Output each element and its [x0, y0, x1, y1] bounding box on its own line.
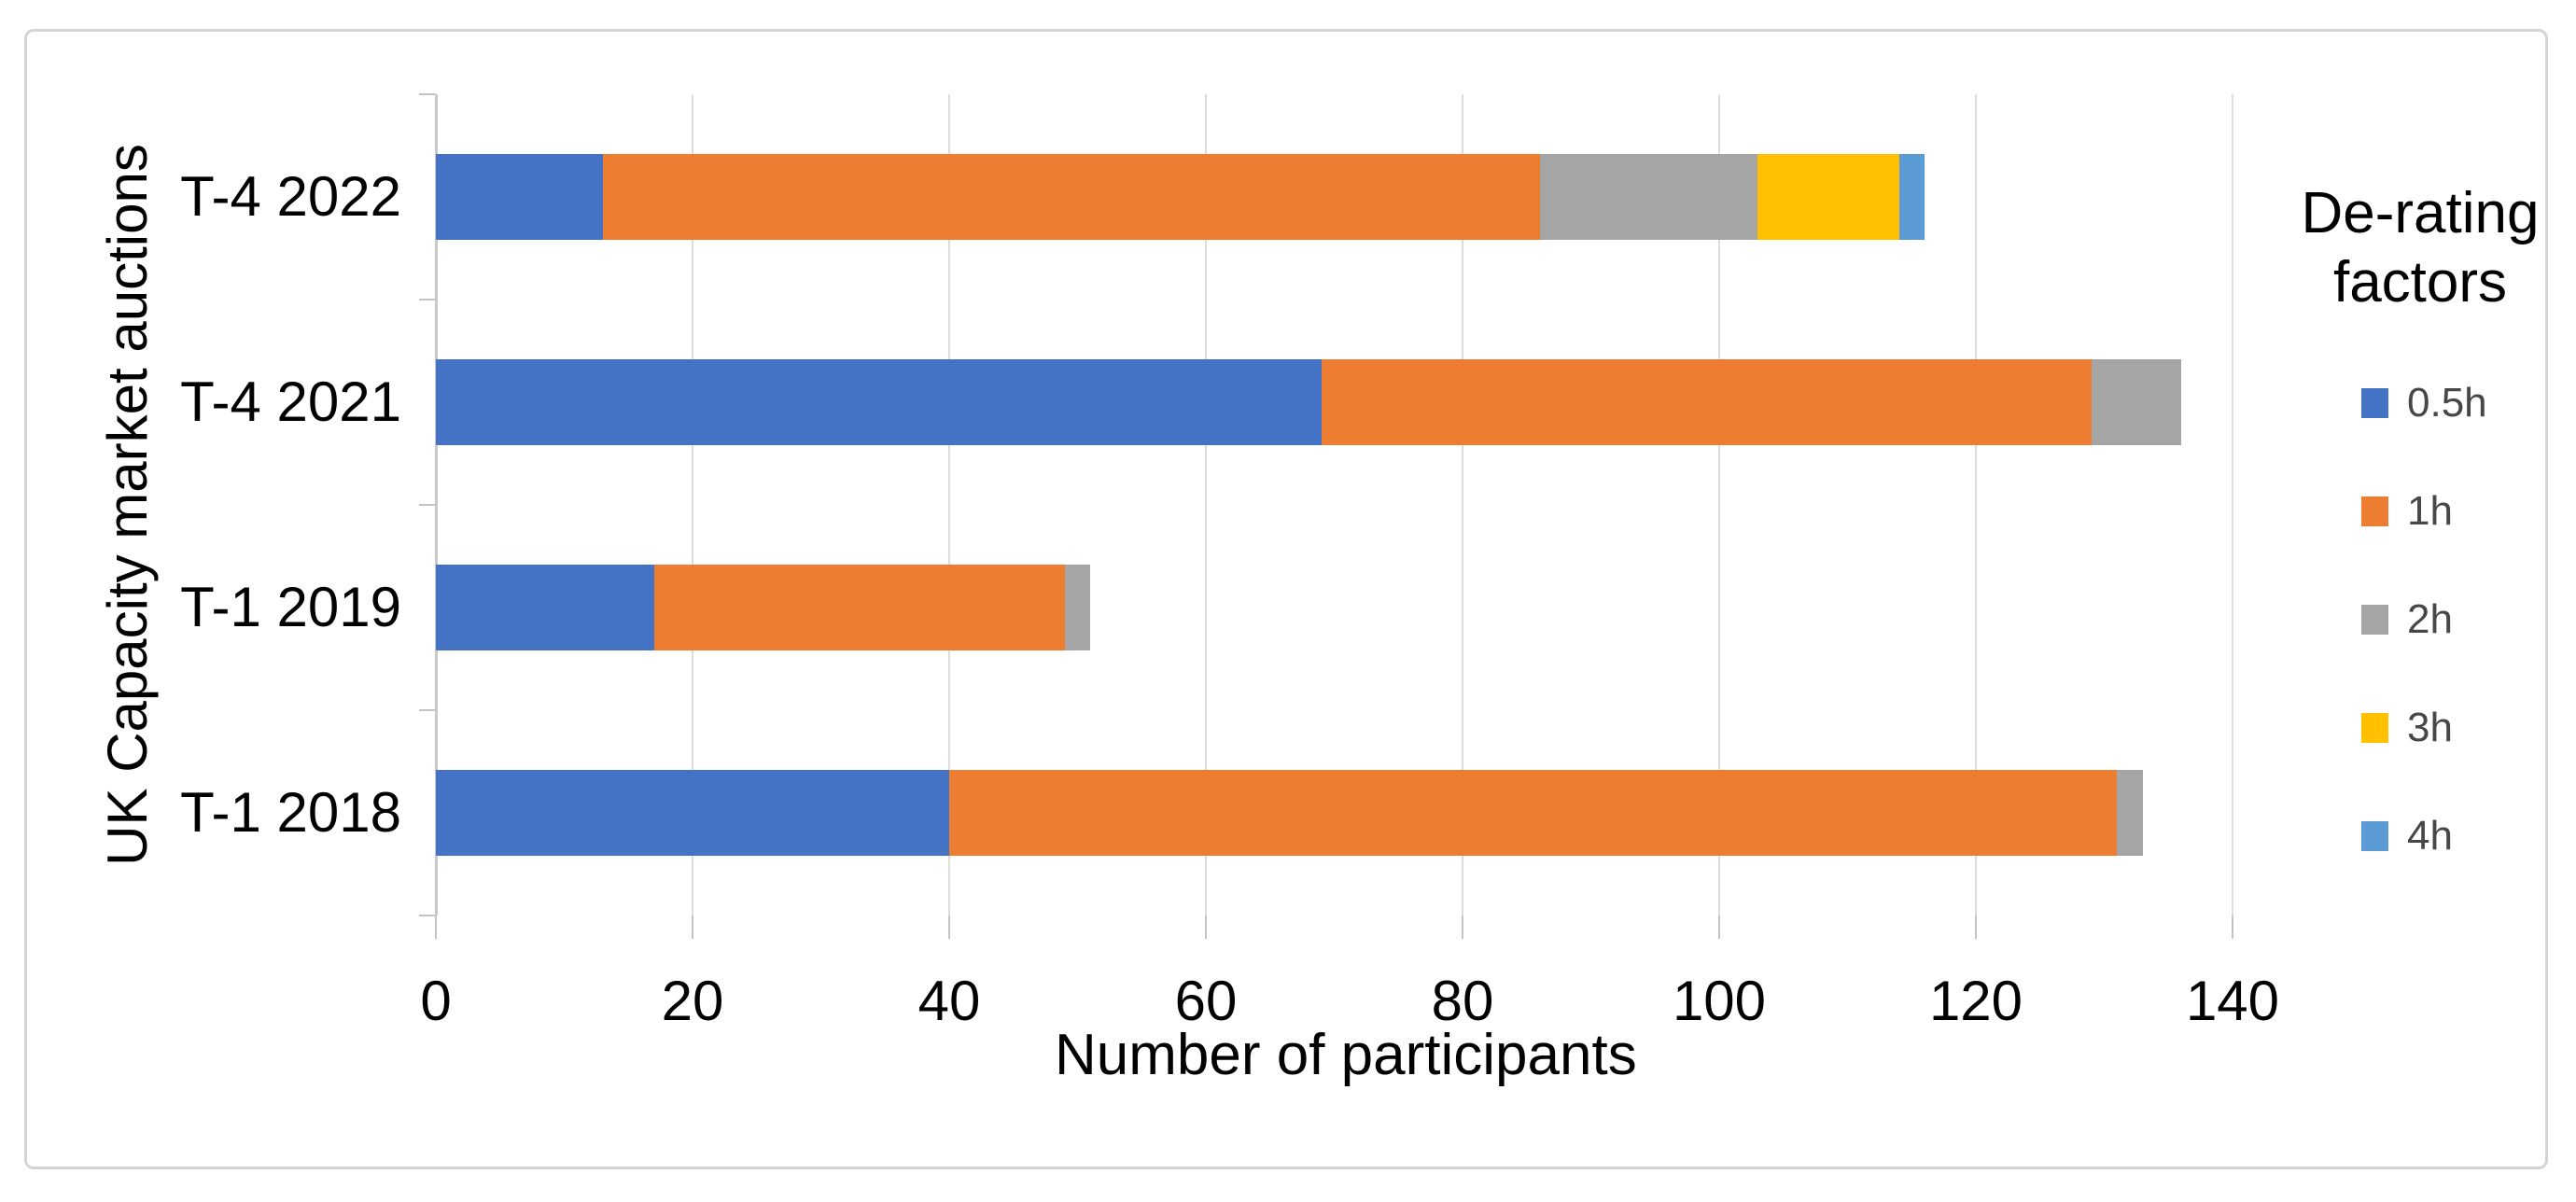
bar-segment-2h [2117, 770, 2143, 856]
legend-entry-1h: 1h [2361, 487, 2453, 536]
gridline-120 [1975, 94, 1977, 915]
bar-row-t-4-2022 [436, 154, 1925, 240]
y-axis-tick-1 [419, 299, 436, 300]
y-axis-tick-2 [419, 504, 436, 506]
bar-row-t-1-2019 [436, 565, 1091, 650]
legend-label-3h: 3h [2407, 705, 2453, 750]
bar-segment-1h [1321, 359, 2092, 445]
x-axis-tick-40 [948, 915, 950, 939]
legend-entry-2h: 2h [2361, 595, 2453, 644]
bar-segment-1h [949, 770, 2118, 856]
x-tick-label-0: 0 [420, 970, 452, 1032]
bar-segment-0.5h [436, 565, 654, 650]
gridline-80 [1462, 94, 1463, 915]
bar-segment-2h [1539, 154, 1758, 240]
bar-segment-2h [2091, 359, 2181, 445]
legend-entry-3h: 3h [2361, 704, 2453, 752]
bar-segment-3h [1757, 154, 1899, 240]
bar-segment-0.5h [436, 359, 1322, 445]
legend-entry-4h: 4h [2361, 812, 2453, 860]
plot-area: 0 20 40 60 80 100 120 140 [419, 93, 2279, 1032]
gridline-100 [1718, 94, 1720, 915]
bar-row-t-4-2021 [436, 359, 2181, 445]
bar-segment-0.5h [436, 154, 603, 240]
bar-segment-1h [653, 565, 1065, 650]
legend-swatch-3h [2361, 713, 2388, 743]
x-axis-tick-20 [692, 915, 693, 939]
bar-segment-4h [1898, 154, 1925, 240]
x-tick-label-140: 140 [2185, 970, 2280, 1032]
x-axis-tick-100 [1718, 915, 1720, 939]
category-label-2: T-4 2021 [180, 370, 401, 433]
x-axis-tick-140 [2232, 915, 2233, 939]
x-axis-tick-80 [1462, 915, 1463, 939]
bar-segment-1h [602, 154, 1540, 240]
y-axis-tick-4 [419, 915, 436, 916]
legend-entry-0.5h: 0.5h [2361, 379, 2487, 427]
x-tick-label-100: 100 [1672, 970, 1767, 1032]
legend-swatch-4h [2361, 821, 2388, 851]
x-tick-label-20: 20 [661, 970, 724, 1032]
legend-title: De-rating factors [2301, 181, 2540, 314]
x-axis-title: Number of participants [1055, 1023, 1637, 1087]
x-tick-label-60: 60 [1174, 970, 1238, 1032]
legend-swatch-2h [2361, 605, 2388, 635]
gridline-40 [948, 94, 950, 915]
legend-label-4h: 4h [2407, 813, 2453, 859]
x-axis-tick-0 [435, 915, 437, 939]
legend-label-0.5h: 0.5h [2407, 380, 2487, 426]
category-label-3: T-1 2019 [180, 576, 401, 638]
gridline-60 [1205, 94, 1207, 915]
x-axis-tick-60 [1205, 915, 1207, 939]
bar-segment-0.5h [436, 770, 949, 856]
legend-label-2h: 2h [2407, 596, 2453, 642]
category-label-1: T-4 2022 [180, 165, 401, 228]
legend-label-1h: 1h [2407, 488, 2453, 534]
gridline-140 [2232, 94, 2233, 915]
x-tick-label-80: 80 [1431, 970, 1494, 1032]
value-axis-line [435, 94, 438, 915]
y-axis-tick-0 [419, 93, 436, 95]
x-axis-tick-120 [1975, 915, 1977, 939]
legend-swatch-1h [2361, 496, 2388, 526]
bar-segment-2h [1064, 565, 1091, 650]
category-label-4: T-1 2018 [180, 781, 401, 844]
bar-row-t-1-2018 [436, 770, 2143, 856]
y-axis-tick-3 [419, 709, 436, 711]
x-tick-label-40: 40 [917, 970, 981, 1032]
legend-swatch-0.5h [2361, 388, 2388, 418]
gridline-20 [692, 94, 693, 915]
x-tick-label-120: 120 [1928, 970, 2023, 1032]
